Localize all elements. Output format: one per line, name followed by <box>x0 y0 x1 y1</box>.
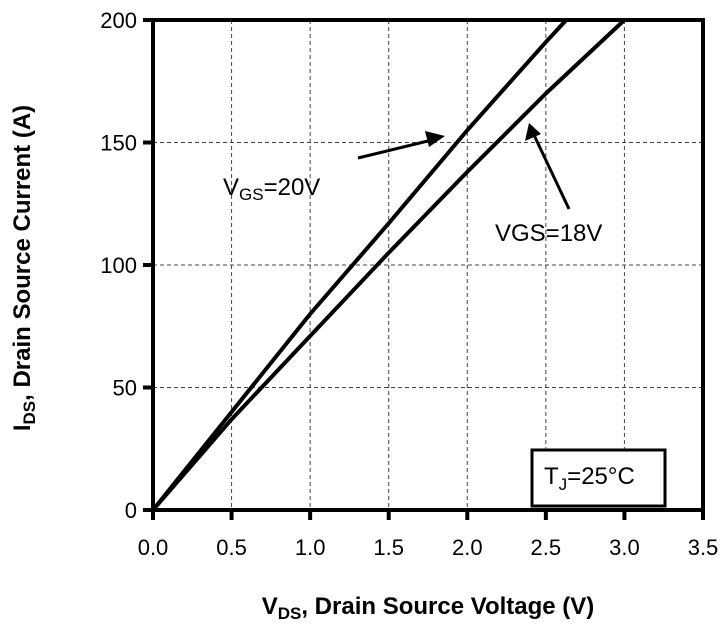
x-tick-label: 3.5 <box>688 535 719 560</box>
y-tick-label: 200 <box>100 8 137 33</box>
y-axis-title: IDS, Drain Source Current (A) <box>9 105 39 431</box>
y-tick-label: 50 <box>113 376 137 401</box>
x-tick-label: 0.5 <box>216 535 247 560</box>
curves <box>151 18 626 512</box>
annotation-vgs-20v: VGS=20V <box>223 174 320 204</box>
y-tick-label: 0 <box>125 498 137 523</box>
x-tick-label: 2.5 <box>531 535 562 560</box>
arrowhead-icon <box>425 131 445 147</box>
y-tick-label: 100 <box>100 253 137 278</box>
curve-vgs-20v <box>151 18 568 512</box>
x-tick-label: 3.0 <box>609 535 640 560</box>
annotation-arrows <box>357 123 571 210</box>
x-tick-label: 1.5 <box>373 535 404 560</box>
x-tick-label: 2.0 <box>452 535 483 560</box>
temperature-box <box>530 448 667 508</box>
x-tick-label: 0.0 <box>138 535 169 560</box>
grid-lines <box>153 20 703 510</box>
x-axis-title: VDS, Drain Source Voltage (V) <box>262 593 595 623</box>
tick-labels: 0.0 0.5 1.0 1.5 2.0 2.5 3.0 3.5 0 50 100 150 200 <box>100 8 718 560</box>
axis-ticks <box>143 18 705 520</box>
arrowhead-icon <box>525 123 541 141</box>
annotation-vgs-18v: VGS=18V <box>495 220 602 247</box>
x-tick-label: 1.0 <box>295 535 326 560</box>
y-tick-label: 150 <box>100 131 137 156</box>
temperature-label: TJ=25°C <box>544 463 635 494</box>
curve-vgs-18v <box>151 18 626 512</box>
